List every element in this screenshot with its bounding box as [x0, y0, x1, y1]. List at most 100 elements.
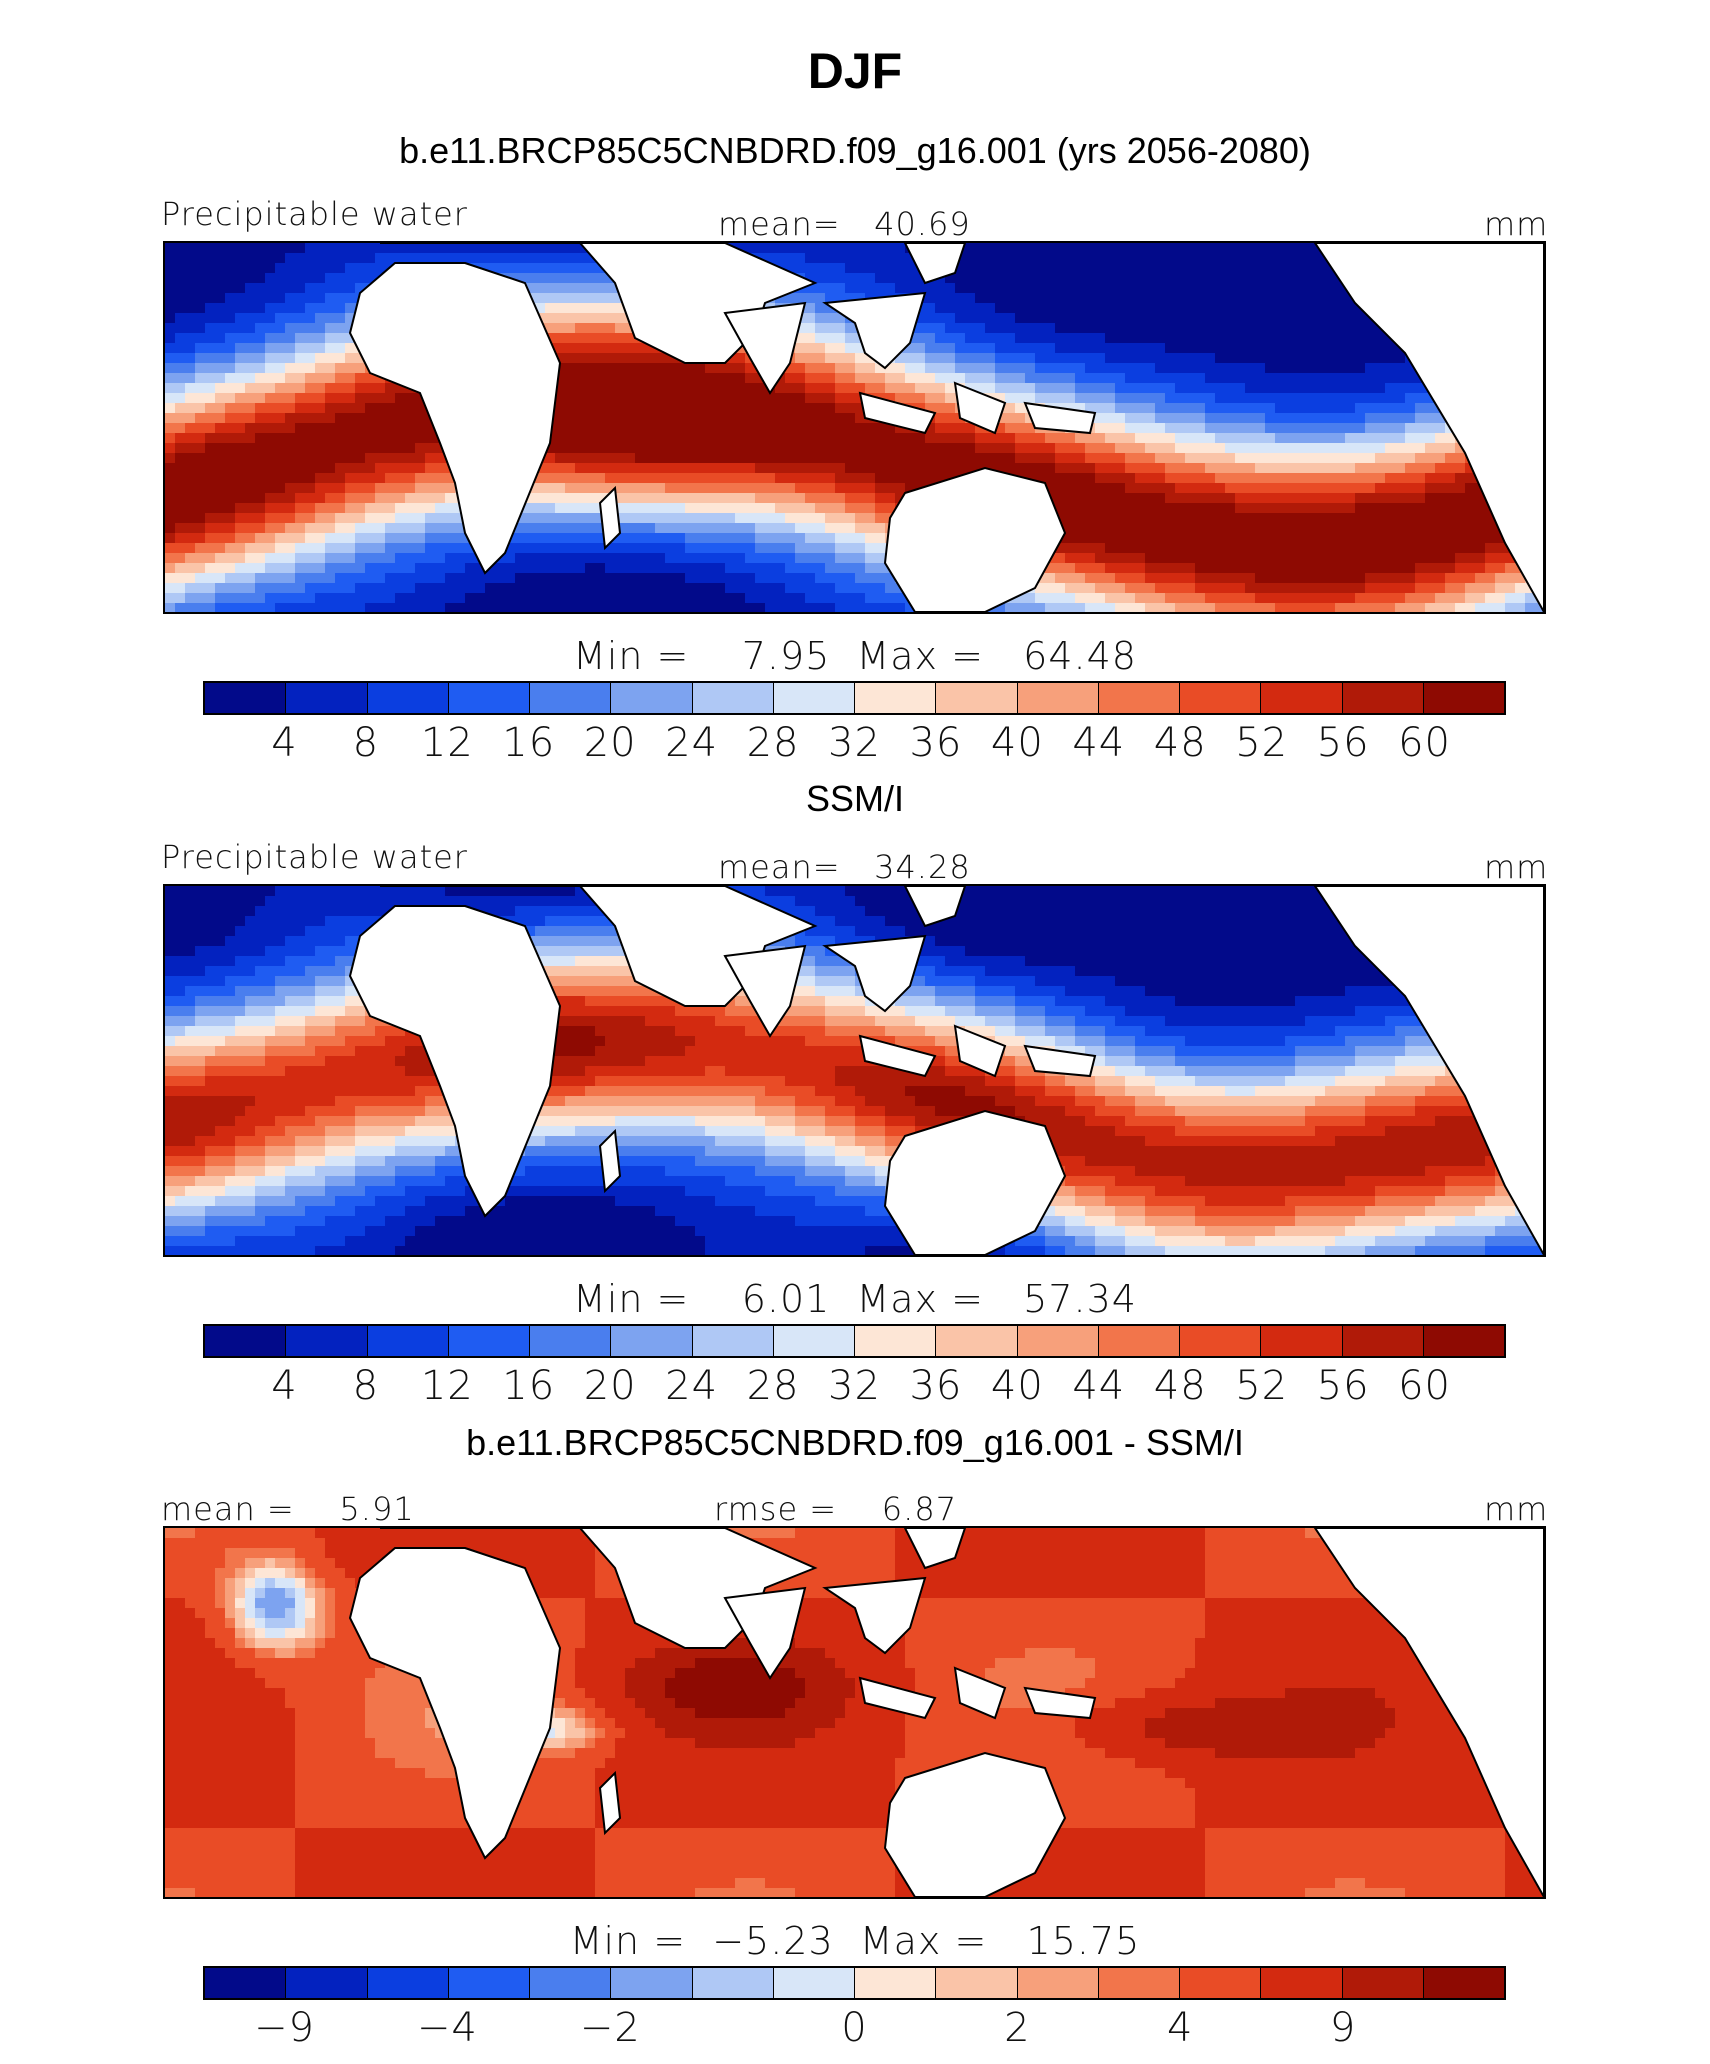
colorbar-swatch — [855, 1326, 937, 1356]
land-mass — [903, 243, 967, 285]
colorbar-tick-label: 52 — [1235, 720, 1289, 766]
land-mass — [1313, 886, 1544, 1255]
minmax-obs: Min = 6.01 Max = 57.34 — [573, 1277, 1137, 1321]
colorbar-swatch — [855, 683, 937, 713]
colorbar-tick-label: 20 — [583, 1363, 637, 1409]
colorbar-swatch — [1180, 683, 1262, 713]
colorbar-swatch — [1017, 1968, 1099, 1998]
colorbar-tick-label: 52 — [1235, 1363, 1289, 1409]
colorbar-tick-label: 28 — [746, 720, 800, 766]
unit-label-diff: mm — [1484, 1490, 1549, 1528]
colorbar-tick-label: 48 — [1153, 1363, 1207, 1409]
colorbar-tick-label: 60 — [1398, 1363, 1452, 1409]
colorbar-swatch — [1423, 683, 1504, 713]
colorbar-swatch — [286, 1326, 368, 1356]
colorbar-swatch — [692, 1326, 774, 1356]
mean-label-obs: mean= 34.28 — [718, 848, 971, 886]
colorbar-swatch — [773, 1968, 855, 1998]
panel-title-model: b.e11.BRCP85C5CNBDRD.f09_g16.001 (yrs 20… — [399, 130, 1311, 171]
colorbar-tick-label: 16 — [502, 1363, 556, 1409]
colorbar-ticks-diff: −9 −4 −2 0 2 4 9 — [0, 2005, 1710, 2055]
colorbar-tick-label: 40 — [990, 1363, 1044, 1409]
colorbar-swatch — [1342, 683, 1424, 713]
land-mass — [598, 1128, 622, 1194]
colorbar-swatch — [448, 1968, 530, 1998]
colorbar-swatch — [1423, 1326, 1504, 1356]
colorbar-swatch — [205, 683, 287, 713]
colorbar-swatch — [1098, 1968, 1180, 1998]
colorbar-swatch — [1261, 1968, 1343, 1998]
colorbar-tick-label: 4 — [271, 720, 298, 766]
land-mass — [723, 301, 807, 395]
colorbar-swatch — [936, 1968, 1018, 1998]
colorbar-swatch — [611, 1968, 693, 1998]
colorbar-tick-label: 40 — [990, 720, 1044, 766]
unit-label-model: mm — [1484, 205, 1549, 243]
colorbar-swatch — [205, 1326, 287, 1356]
colorbar-swatch — [448, 683, 530, 713]
colorbar-swatch — [1017, 683, 1099, 713]
minmax-diff: Min = −5.23 Max = 15.75 — [569, 1919, 1141, 1963]
colorbar-swatch — [205, 1968, 287, 1998]
colorbar-ticks-model: 4 8 12 16 20 24 28 32 36 40 44 48 52 56 60 — [0, 720, 1710, 770]
colorbar-tick-label: 12 — [420, 720, 474, 766]
colorbar-tick-label: 36 — [909, 1363, 963, 1409]
colorbar-tick-label: 24 — [665, 720, 719, 766]
left-label-model: Precipitable water — [161, 195, 468, 233]
land-mass — [858, 1666, 1097, 1720]
mean-label-diff: mean = 5.91 — [161, 1490, 415, 1528]
colorbar-swatch — [1180, 1968, 1262, 1998]
land-mass — [723, 1586, 807, 1680]
land-mass — [883, 466, 1067, 612]
colorbar-diff — [203, 1966, 1506, 2000]
colorbar-tick-label: 44 — [1072, 1363, 1126, 1409]
colorbar-tick-label: 36 — [909, 720, 963, 766]
unit-label-obs: mm — [1484, 848, 1549, 886]
rmse-label-diff: rmse = 6.87 — [714, 1490, 958, 1528]
colorbar-swatch — [611, 683, 693, 713]
colorbar-swatch — [1261, 683, 1343, 713]
colorbar-swatch — [367, 683, 449, 713]
colorbar-swatch — [936, 1326, 1018, 1356]
colorbar-swatch — [530, 1968, 612, 1998]
colorbar-tick-label: 2 — [1004, 2005, 1031, 2051]
colorbar-swatch — [855, 1968, 937, 1998]
colorbar-tick-label: 32 — [828, 1363, 881, 1409]
land-mass — [858, 1024, 1097, 1078]
colorbar-obs — [203, 1324, 1506, 1358]
colorbar-tick-label: 44 — [1072, 720, 1126, 766]
colorbar-tick-label: 16 — [502, 720, 556, 766]
colorbar-swatch — [286, 683, 368, 713]
colorbar-swatch — [1261, 1326, 1343, 1356]
land-mass — [348, 1528, 818, 1860]
mean-label-model: mean= 40.69 — [718, 205, 971, 243]
colorbar-swatch — [286, 1968, 368, 1998]
colorbar-swatch — [367, 1326, 449, 1356]
colorbar-tick-label: 8 — [352, 1363, 380, 1409]
colorbar-swatch — [1180, 1326, 1262, 1356]
colorbar-swatch — [1423, 1968, 1504, 1998]
colorbar-tick-label: −9 — [253, 2005, 315, 2051]
minmax-model: Min = 7.95 Max = 64.48 — [573, 634, 1137, 678]
map-obs — [163, 884, 1546, 1257]
land-mass — [598, 485, 622, 551]
colorbar-swatch — [1098, 1326, 1180, 1356]
land-mass — [822, 934, 927, 1013]
colorbar-tick-label: 32 — [828, 720, 881, 766]
land-mass — [598, 1770, 622, 1836]
colorbar-swatch — [611, 1326, 693, 1356]
colorbar-swatch — [530, 683, 612, 713]
colorbar-swatch — [936, 683, 1018, 713]
colorbar-tick-label: 4 — [1167, 2005, 1194, 2051]
land-mass — [348, 886, 818, 1218]
land-mass — [883, 1751, 1067, 1897]
colorbar-ticks-obs: 4 8 12 16 20 24 28 32 36 40 44 48 52 56 60 — [0, 1363, 1710, 1413]
colorbar-swatch — [1342, 1968, 1424, 1998]
colorbar-tick-label: 0 — [841, 2005, 868, 2051]
colorbar-swatch — [1342, 1326, 1424, 1356]
land-mass — [903, 1528, 967, 1570]
colorbar-tick-label: 60 — [1398, 720, 1452, 766]
map-diff — [163, 1526, 1546, 1899]
colorbar-tick-label: −4 — [416, 2005, 478, 2051]
map-model — [163, 241, 1546, 614]
